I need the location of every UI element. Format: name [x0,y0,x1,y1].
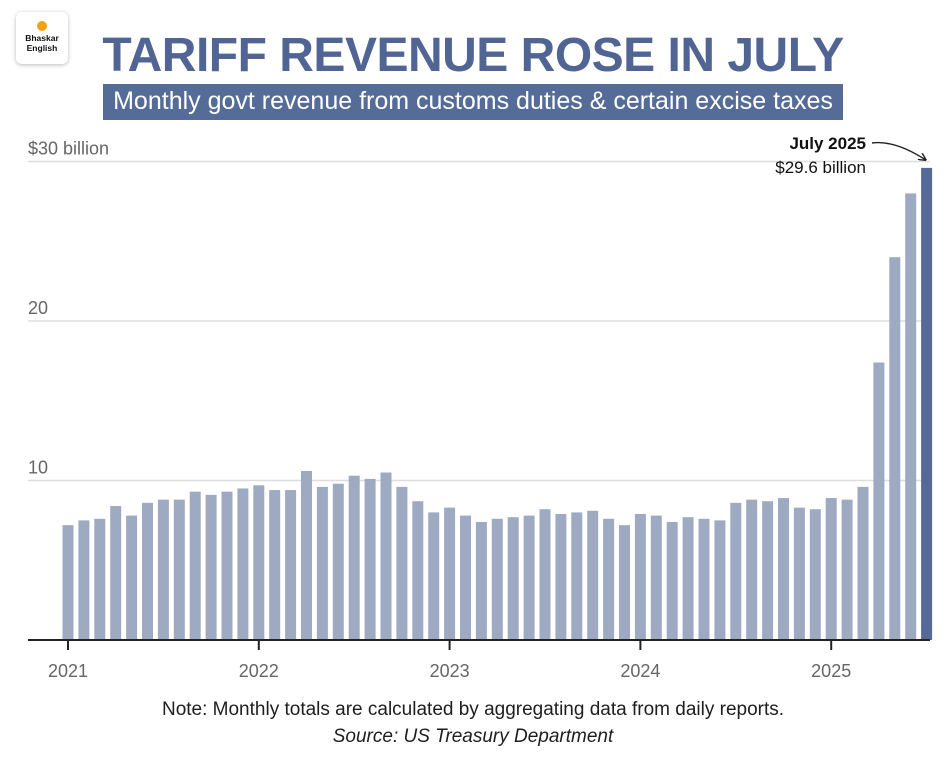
bar-2021-08 [173,499,185,640]
logo-dot-icon [37,21,47,31]
bar-2022-09 [380,472,392,640]
bar-2025-07 [921,167,933,640]
bar-2024-09 [762,501,774,640]
bar-2021-09 [189,491,201,640]
y-tick-label: 10 [28,458,48,478]
logo-text-line2: English [26,43,58,53]
y-tick-label: 20 [28,298,48,318]
annotation-arrow-icon [871,141,926,160]
bar-2022-02 [269,490,281,640]
bar-2023-12 [619,525,630,640]
bar-2022-07 [348,475,360,640]
bar-2023-02 [460,515,471,640]
bar-2022-11 [412,501,424,640]
bar-2025-01 [825,498,837,640]
bar-2023-04 [491,518,503,640]
bar-2025-03 [857,486,869,640]
bar-2022-08 [364,478,376,640]
bar-2024-12 [809,509,821,640]
bar-2022-04 [301,470,312,640]
annotation-value: $29.6 billion [775,158,866,177]
chart-title: TARIFF REVENUE ROSE IN JULY [102,29,844,82]
x-tick-label: 2023 [430,661,470,681]
bar-2023-06 [523,515,535,640]
bar-2022-12 [428,512,440,640]
bar-2024-04 [682,517,694,640]
bar-2023-11 [603,518,615,640]
chart-subtitle: Monthly govt revenue from customs duties… [103,84,843,120]
bar-2021-03 [94,518,106,640]
bar-2024-08 [746,499,758,640]
bar-2025-02 [841,499,853,640]
bar-2023-01 [444,507,456,640]
footer-source: Source: US Treasury Department [0,726,946,748]
bar-2024-07 [730,502,742,640]
bar-2022-05 [316,486,328,640]
bar-2025-05 [889,257,901,640]
bar-2023-05 [507,517,519,640]
bar-2022-06 [332,483,344,640]
bar-2021-01 [62,525,74,640]
bar-2024-05 [698,518,710,640]
bar-2021-12 [237,488,249,640]
source-text: : US Treasury Department [392,726,614,747]
bar-2022-10 [396,486,408,640]
bar-2021-07 [157,499,169,640]
bar-2021-11 [221,491,233,640]
bar-2022-01 [253,485,265,640]
bar-2025-04 [873,362,885,640]
bar-2023-07 [539,509,551,640]
bar-2024-01 [634,513,646,640]
y-tick-label: $30 billion [28,139,109,159]
bar-2021-05 [126,515,138,640]
annotation-label: July 2025 [789,134,866,153]
bar-2021-10 [205,494,217,640]
bar-2023-03 [475,521,487,640]
logo-text-line1: Bhaskar [25,33,59,43]
bar-2021-02 [78,520,90,640]
bar-2024-11 [793,507,805,640]
bar-2024-10 [778,498,789,640]
brand-logo: Bhaskar English [16,12,68,64]
bar-2024-02 [650,515,662,640]
bar-2021-04 [110,506,122,640]
bar-2025-06 [905,193,917,640]
bar-2024-06 [714,520,726,640]
source-prefix: Source [332,726,393,747]
x-tick-label: 2021 [48,661,88,681]
bar-2022-03 [285,490,297,640]
x-tick-label: 2022 [239,661,279,681]
bar-2023-08 [555,513,567,640]
x-tick-label: 2024 [620,661,660,681]
footer-note: Note: Monthly totals are calculated by a… [161,699,785,720]
bar-2024-03 [666,521,678,640]
bar-2023-09 [571,512,583,640]
x-tick-label: 2025 [811,661,851,681]
bar-2023-10 [587,510,599,640]
bar-2021-06 [142,502,153,640]
